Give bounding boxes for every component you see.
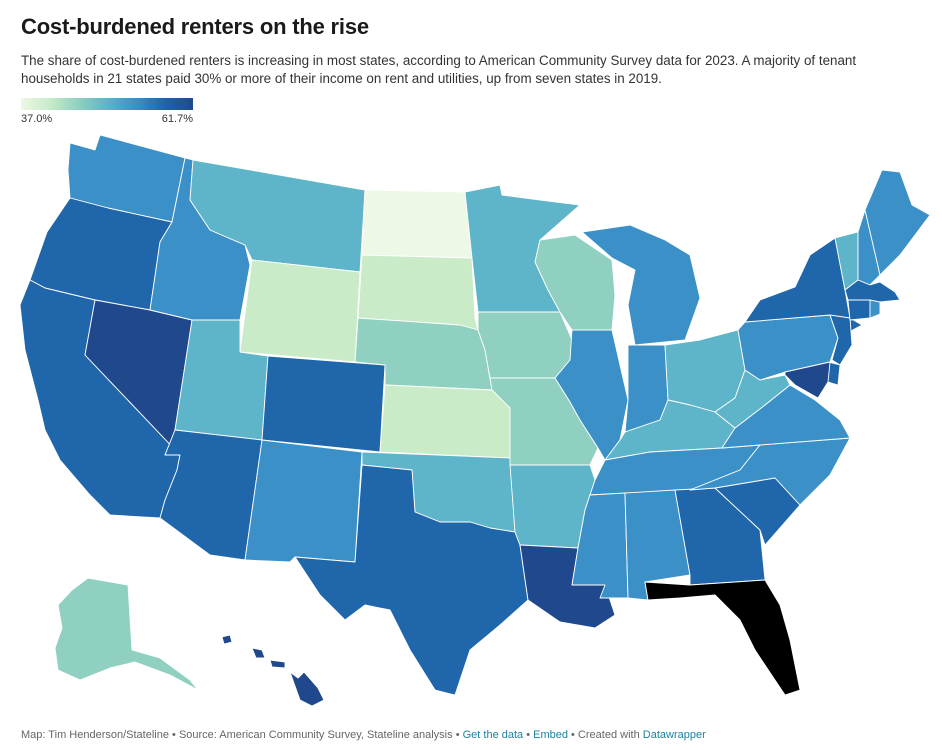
- footer-separator-2: •: [452, 729, 463, 741]
- state-ND[interactable]: [361, 189, 473, 259]
- state-KS[interactable]: [379, 384, 511, 459]
- state-SD[interactable]: [357, 254, 479, 331]
- datawrapper-link[interactable]: Datawrapper: [642, 729, 706, 741]
- state-AZ[interactable]: [159, 429, 263, 561]
- map-title: Cost-burdened renters on the rise: [21, 14, 369, 39]
- footer-separator-4: •: [567, 729, 578, 741]
- map-footer: Map: Tim Henderson/Stateline • Source: A…: [21, 729, 706, 741]
- state-FL[interactable]: [644, 579, 801, 696]
- footer-source: Source: American Community Survey, State…: [178, 729, 453, 741]
- embed-link[interactable]: Embed: [533, 729, 568, 741]
- footer-separator-1: •: [168, 729, 179, 741]
- color-legend: 37.0% 61.7%: [21, 98, 196, 127]
- state-ME[interactable]: [864, 169, 931, 276]
- state-CT[interactable]: [847, 299, 871, 321]
- state-IA[interactable]: [477, 311, 573, 379]
- legend-labels: 37.0% 61.7%: [21, 113, 196, 127]
- state-NM[interactable]: [244, 439, 363, 563]
- legend-max-label: 61.7%: [161, 113, 193, 125]
- state-HI[interactable]: [221, 634, 325, 707]
- footer-credit: Map: Tim Henderson/Stateline: [21, 729, 169, 741]
- state-MI[interactable]: [581, 224, 701, 346]
- map-description: The share of cost-burdened renters is in…: [21, 53, 857, 86]
- legend-gradient-bar: [21, 98, 193, 110]
- state-TX[interactable]: [294, 464, 529, 696]
- state-MA[interactable]: [844, 279, 901, 303]
- state-RI[interactable]: [869, 299, 881, 319]
- footer-created-with: Created with: [577, 729, 643, 741]
- footer-separator-3: •: [523, 729, 534, 741]
- state-AK[interactable]: [54, 577, 199, 691]
- legend-min-label: 37.0%: [21, 113, 53, 125]
- state-MD[interactable]: [784, 361, 831, 399]
- state-WY[interactable]: [239, 259, 361, 363]
- state-NH[interactable]: [857, 209, 881, 286]
- get-data-link[interactable]: Get the data: [462, 729, 524, 741]
- state-CO[interactable]: [261, 355, 386, 453]
- state-IL[interactable]: [554, 329, 629, 461]
